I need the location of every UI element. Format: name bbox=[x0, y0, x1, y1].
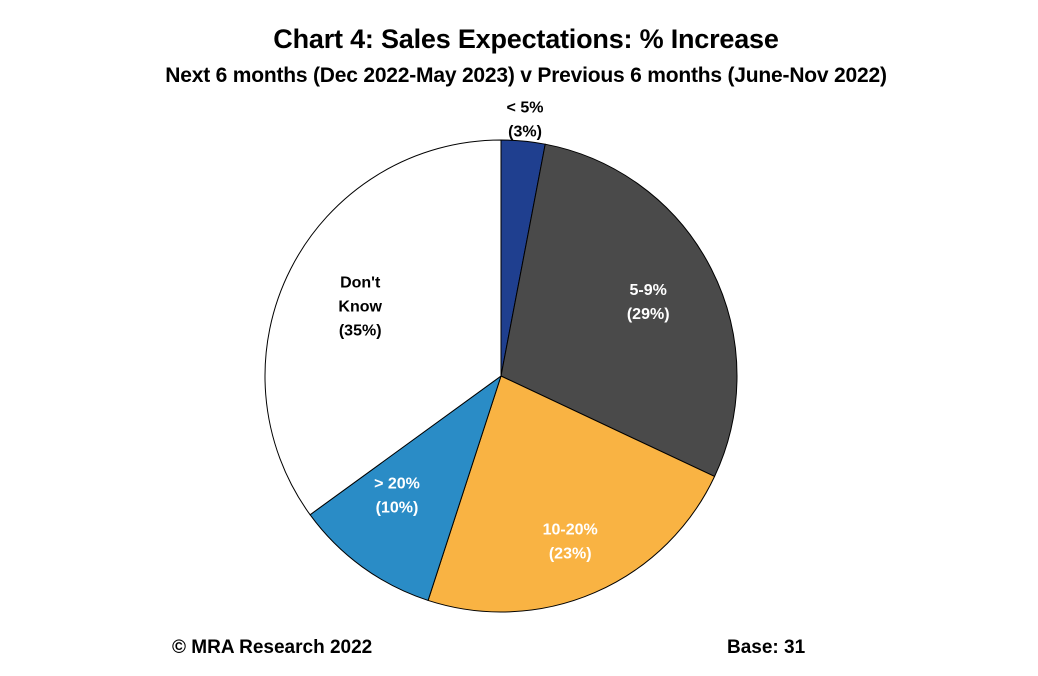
slice-label-2: 5-9% (29%) bbox=[627, 282, 670, 323]
slice-label-5: Don't Know (35%) bbox=[338, 274, 382, 339]
slice-label-line: (35%) bbox=[339, 322, 382, 339]
slice-label-line: (3%) bbox=[508, 123, 542, 140]
copyright-note: © MRA Research 2022 bbox=[172, 637, 373, 658]
slice-label-line: (10%) bbox=[376, 499, 419, 516]
slice-label-line: 5-9% bbox=[630, 282, 667, 299]
pie-slice-2 bbox=[500, 143, 738, 477]
slice-label-line: Don't bbox=[340, 274, 381, 291]
pie-slices bbox=[264, 139, 738, 613]
base-note: Base: 31 bbox=[727, 637, 806, 658]
slice-label-line: Know bbox=[338, 298, 382, 315]
slice-label-line: (23%) bbox=[549, 546, 592, 563]
pie-slice-3 bbox=[427, 375, 716, 613]
slice-label-line: < 5% bbox=[507, 99, 544, 116]
slice-label-line: (29%) bbox=[627, 306, 670, 323]
slice-label-line: > 20% bbox=[374, 475, 420, 492]
pie-slice-4 bbox=[309, 375, 502, 601]
slice-label-3: 10-20% (23%) bbox=[543, 522, 598, 563]
pie-slice-5 bbox=[264, 139, 502, 516]
chart-subtitle: Next 6 months (Dec 2022-May 2023) v Prev… bbox=[165, 64, 887, 87]
pie-labels: < 5% (3%) 5-9% (29%) 10-20% (23%) > 20% (10%) Do… bbox=[338, 99, 669, 562]
slice-label-4: > 20% (10%) bbox=[374, 475, 420, 516]
slice-label-line: 10-20% bbox=[543, 522, 598, 539]
slice-label-1: < 5% (3%) bbox=[507, 99, 544, 140]
chart-title: Chart 4: Sales Expectations: % Increase bbox=[273, 24, 779, 54]
